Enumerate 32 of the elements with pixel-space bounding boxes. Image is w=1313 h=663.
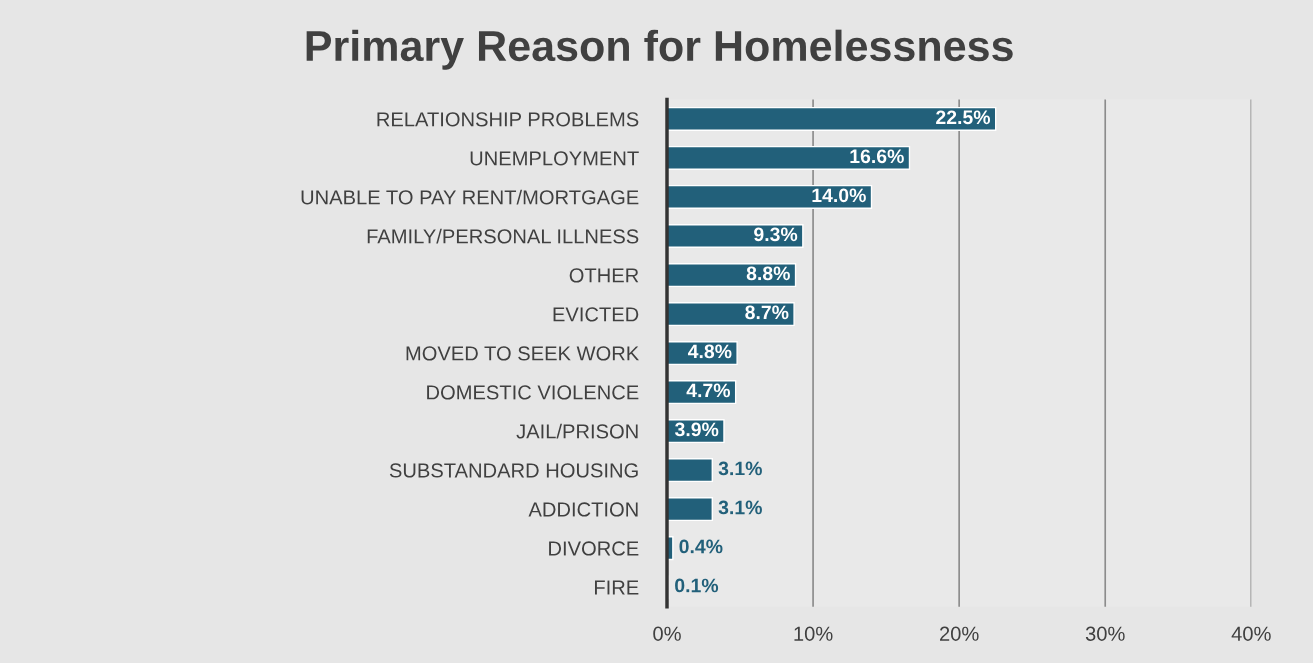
y-tick-label: UNABLE TO PAY RENT/MORTGAGE (301, 189, 639, 205)
data-label: 14.0% (812, 188, 866, 203)
chart-title: Primary Reason for Homelessness (306, 29, 1013, 70)
data-label: 3.1% (718, 461, 762, 476)
y-tick-label: UNEMPLOYMENT (470, 151, 639, 166)
y-tick-label: DOMESTIC VIOLENCE (427, 385, 639, 400)
data-label: 3.9% (674, 422, 719, 437)
data-label: 4.7% (686, 383, 731, 398)
y-tick-label: OTHER (569, 268, 639, 283)
data-label: 16.6% (850, 149, 904, 164)
data-label: 9.3% (754, 227, 798, 242)
y-tick-label: SUBSTANDARD HOUSING (389, 463, 638, 478)
x-tick-label: 20% (940, 626, 979, 641)
data-label: 8.8% (746, 266, 790, 281)
data-label: 0.1% (675, 578, 719, 593)
y-tick-label: FIRE (595, 580, 639, 595)
y-tick-label: JAIL/PRISON (516, 423, 638, 439)
x-tick-label: 40% (1231, 626, 1271, 641)
data-label: 8.7% (745, 305, 789, 320)
data-label: 3.1% (718, 500, 762, 515)
x-tick-label: 10% (794, 626, 833, 641)
data-label: 0.4% (679, 539, 723, 554)
data-label: 4.8% (687, 344, 732, 359)
x-tick-label: 30% (1085, 626, 1125, 641)
data-label: 22.5% (936, 110, 991, 125)
y-tick-label: MOVED TO SEEK WORK (406, 346, 639, 361)
y-tick-label: FAMILY/PERSONAL ILLNESS (367, 228, 639, 244)
y-tick-label: EVICTED (553, 307, 639, 322)
y-tick-label: ADDICTION (528, 502, 638, 517)
y-tick-label: DIVORCE (549, 541, 639, 556)
x-tick-label: 0% (653, 626, 681, 641)
y-tick-label: RELATIONSHIP PROBLEMS (377, 112, 639, 127)
